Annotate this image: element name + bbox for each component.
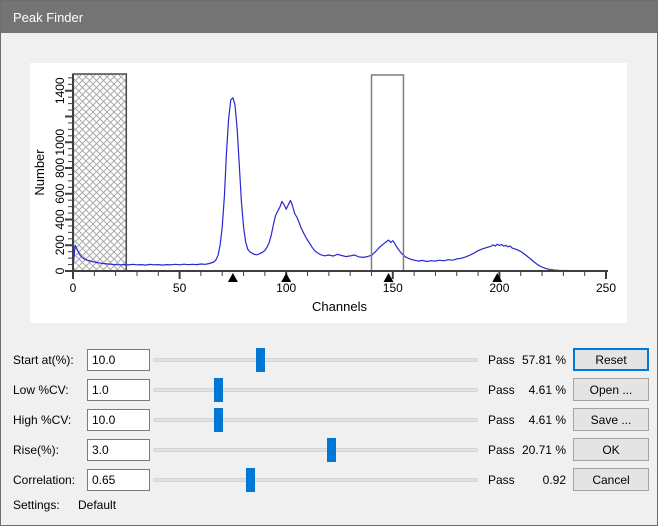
save-button[interactable]: Save ... <box>573 408 649 431</box>
reset-button[interactable]: Reset <box>573 348 649 371</box>
param-label: Rise(%): <box>13 443 60 457</box>
y-tick-label: 0 <box>53 267 67 274</box>
pass-value: 57.81 % <box>521 353 566 367</box>
histogram-svg[interactable]: 0 50 100 150 200 250 0 200 400 600 800 1000 1400 Chan… <box>30 63 627 323</box>
pass-label: Pass <box>488 473 515 487</box>
open-button[interactable]: Open ... <box>573 378 649 401</box>
low-cv-input[interactable] <box>87 379 150 401</box>
settings-label: Settings: <box>13 498 60 512</box>
param-label: High %CV: <box>13 413 72 427</box>
param-label: Correlation: <box>13 473 76 487</box>
high-cv-input[interactable] <box>87 409 150 431</box>
pass-label: Pass <box>488 383 515 397</box>
param-label: Low %CV: <box>13 383 69 397</box>
outline-region[interactable] <box>370 74 405 272</box>
axes <box>72 74 608 272</box>
slider-handle[interactable] <box>326 438 336 462</box>
control-row-high-cv: High %CV: Pass 4.61 % Save ... <box>1 405 657 435</box>
slider-track[interactable] <box>153 418 478 422</box>
y-axis-title: Number <box>32 149 47 196</box>
x-tick-label: 0 <box>70 281 77 295</box>
pass-label: Pass <box>488 413 515 427</box>
hatched-region[interactable] <box>72 73 128 272</box>
control-row-rise: Rise(%): Pass 20.71 % OK <box>1 435 657 465</box>
slider-handle[interactable] <box>214 378 224 402</box>
slider-handle[interactable] <box>246 468 255 492</box>
start-at-input[interactable] <box>87 349 150 371</box>
x-tick-label: 250 <box>596 281 616 295</box>
pass-value: 4.61 % <box>528 383 566 397</box>
cancel-button[interactable]: Cancel <box>573 468 649 491</box>
y-tick-label: 200 <box>53 235 67 255</box>
slider-handle[interactable] <box>255 348 265 372</box>
slider-track[interactable] <box>153 478 478 482</box>
slider-track[interactable] <box>153 358 478 362</box>
control-row-start-at: Start at(%): Pass 57.81 % Reset <box>1 345 657 375</box>
window-title: Peak Finder <box>13 9 84 25</box>
y-tick-label: 1000 <box>53 129 67 156</box>
y-tick-label: 600 <box>53 183 67 203</box>
peak-marker[interactable] <box>383 273 394 282</box>
slider-track[interactable] <box>153 448 478 452</box>
control-row-low-cv: Low %CV: Pass 4.61 % Open ... <box>1 375 657 405</box>
param-label: Start at(%): <box>13 353 74 367</box>
title-bar[interactable]: Peak Finder <box>1 1 657 33</box>
slider-handle[interactable] <box>214 408 224 432</box>
pass-label: Pass <box>488 443 515 457</box>
y-tick-label: 800 <box>53 158 67 178</box>
control-row-correlation: Correlation: Pass 0.92 Cancel <box>1 465 657 495</box>
x-axis-title: Channels <box>312 299 367 314</box>
settings-line: Settings: Default <box>1 495 657 515</box>
pass-value: 4.61 % <box>528 413 566 427</box>
slider-track[interactable] <box>153 388 478 392</box>
pass-label: Pass <box>488 353 515 367</box>
pass-value: 20.71 % <box>521 443 566 457</box>
settings-value: Default <box>78 498 117 512</box>
peak-marker[interactable] <box>227 273 238 282</box>
ok-button[interactable]: OK <box>573 438 649 461</box>
x-tick-label: 100 <box>276 281 296 295</box>
x-tick-label: 150 <box>383 281 403 295</box>
correlation-input[interactable] <box>87 469 150 491</box>
histogram-curve <box>72 97 606 272</box>
pass-value: 0.92 <box>542 473 566 487</box>
x-tick-label: 200 <box>489 281 509 295</box>
y-tick-label: 1400 <box>53 77 67 104</box>
peak-marker[interactable] <box>492 273 503 282</box>
x-tick-label: 50 <box>173 281 187 295</box>
rise-input[interactable] <box>87 439 150 461</box>
y-tick-label: 400 <box>53 209 67 229</box>
peak-finder-chart[interactable]: 0 50 100 150 200 250 0 200 400 600 800 1000 1400 Chan… <box>30 63 627 323</box>
peak-marker[interactable] <box>281 273 292 282</box>
